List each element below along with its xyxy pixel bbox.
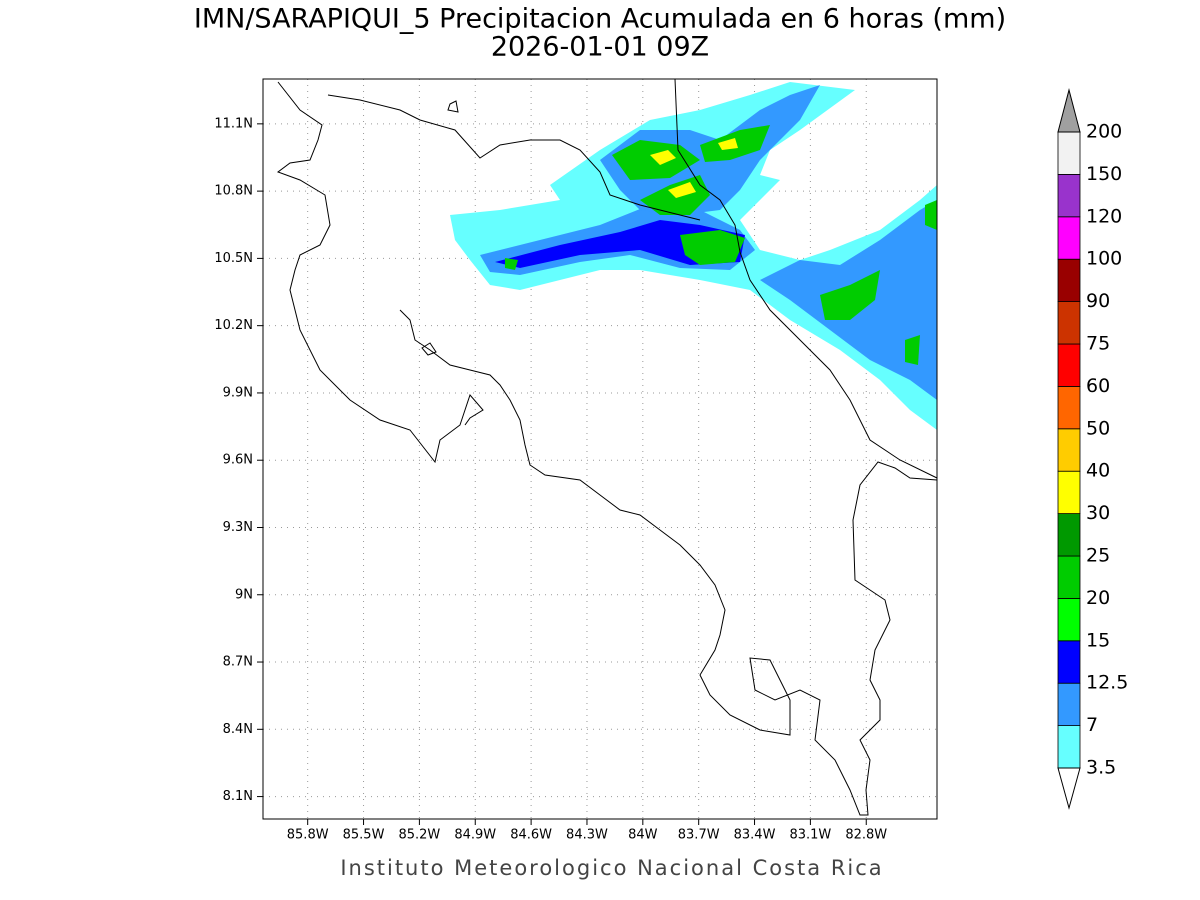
colorbar-label: 30 bbox=[1086, 502, 1110, 524]
colorbar-under bbox=[1057, 767, 1081, 810]
colorbar-over bbox=[1057, 88, 1081, 133]
colorbar-segment bbox=[1057, 555, 1081, 599]
x-tick-label: 83.1W bbox=[789, 828, 831, 843]
x-tick-label: 82.8W bbox=[845, 828, 887, 843]
y-tick-label: 10.8N bbox=[214, 184, 253, 199]
colorbar-segment bbox=[1057, 682, 1081, 727]
x-tick-label: 85.8W bbox=[287, 828, 329, 843]
x-tick-label: 85.2W bbox=[398, 828, 440, 843]
y-tick-label: 9.6N bbox=[223, 453, 253, 468]
title: IMN/SARAPIQUI_5 Precipitacion Acumulada … bbox=[194, 4, 1006, 35]
colorbar-segment bbox=[1057, 598, 1081, 642]
colorbar-label: 7 bbox=[1086, 714, 1098, 736]
axes: 85.8W 85.5W 85.2W 84.9W 84.6W 84.3W 84W 83.7W 83… bbox=[214, 116, 887, 842]
x-tick-label: 84.3W bbox=[566, 828, 608, 843]
y-tick-label: 8.1N bbox=[223, 789, 253, 804]
colorbar-segment bbox=[1057, 513, 1081, 557]
colorbar-label: 3.5 bbox=[1086, 757, 1116, 779]
colorbar-label: 15 bbox=[1086, 629, 1110, 651]
colorbar-segment bbox=[1057, 428, 1081, 472]
y-tick-label: 9.3N bbox=[223, 520, 253, 535]
y-tick-label: 9.9N bbox=[223, 385, 253, 400]
coastlines bbox=[276, 78, 938, 816]
colorbar-segment bbox=[1057, 258, 1081, 303]
y-tick-label: 9N bbox=[235, 587, 253, 602]
x-tick-label: 83.4W bbox=[734, 828, 776, 843]
y-tick-label: 11.1N bbox=[214, 116, 253, 131]
y-tick-label: 8.7N bbox=[223, 655, 253, 670]
colorbar-label: 40 bbox=[1086, 460, 1110, 482]
colorbar-label: 90 bbox=[1086, 290, 1110, 312]
colorbar-segment bbox=[1057, 131, 1081, 175]
y-tick-label: 8.4N bbox=[223, 722, 253, 737]
precipitation bbox=[450, 82, 937, 430]
colorbar-segment bbox=[1057, 470, 1081, 515]
x-tick-label: 84.6W bbox=[510, 828, 552, 843]
colorbar-label: 20 bbox=[1086, 587, 1110, 609]
x-tick-label: 85.5W bbox=[343, 828, 385, 843]
colorbar-label: 60 bbox=[1086, 375, 1110, 397]
colorbar-label: 25 bbox=[1086, 545, 1110, 567]
colorbar: 3.5 7 12.5 15 20 25 30 40 50 60 75 90 100 120 150 200 bbox=[1057, 88, 1128, 810]
colorbar-segment bbox=[1057, 301, 1081, 345]
colorbar-segment bbox=[1057, 725, 1081, 769]
x-tick-label: 83.7W bbox=[678, 828, 720, 843]
map-frame bbox=[262, 78, 938, 820]
colorbar-segment bbox=[1057, 385, 1081, 430]
colorbar-label: 200 bbox=[1086, 121, 1122, 143]
colorbar-segment bbox=[1057, 173, 1081, 218]
colorbar-label: 150 bbox=[1086, 163, 1122, 185]
colorbar-segment bbox=[1057, 216, 1081, 260]
colorbar-label: 100 bbox=[1086, 248, 1122, 270]
colorbar-segment bbox=[1057, 640, 1081, 684]
colorbar-segment bbox=[1057, 343, 1081, 387]
colorbar-label: 75 bbox=[1086, 333, 1110, 355]
subtitle: 2026-01-01 09Z bbox=[491, 32, 709, 63]
x-tick-label: 84.9W bbox=[454, 828, 496, 843]
colorbar-label: 120 bbox=[1086, 205, 1122, 227]
footer: Instituto Meteorologico Nacional Costa R… bbox=[340, 856, 883, 880]
x-tick-label: 84W bbox=[628, 828, 658, 843]
y-tick-label: 10.5N bbox=[214, 251, 253, 266]
y-tick-label: 10.2N bbox=[214, 318, 253, 333]
colorbar-label: 50 bbox=[1086, 417, 1110, 439]
colorbar-label: 12.5 bbox=[1086, 672, 1128, 694]
